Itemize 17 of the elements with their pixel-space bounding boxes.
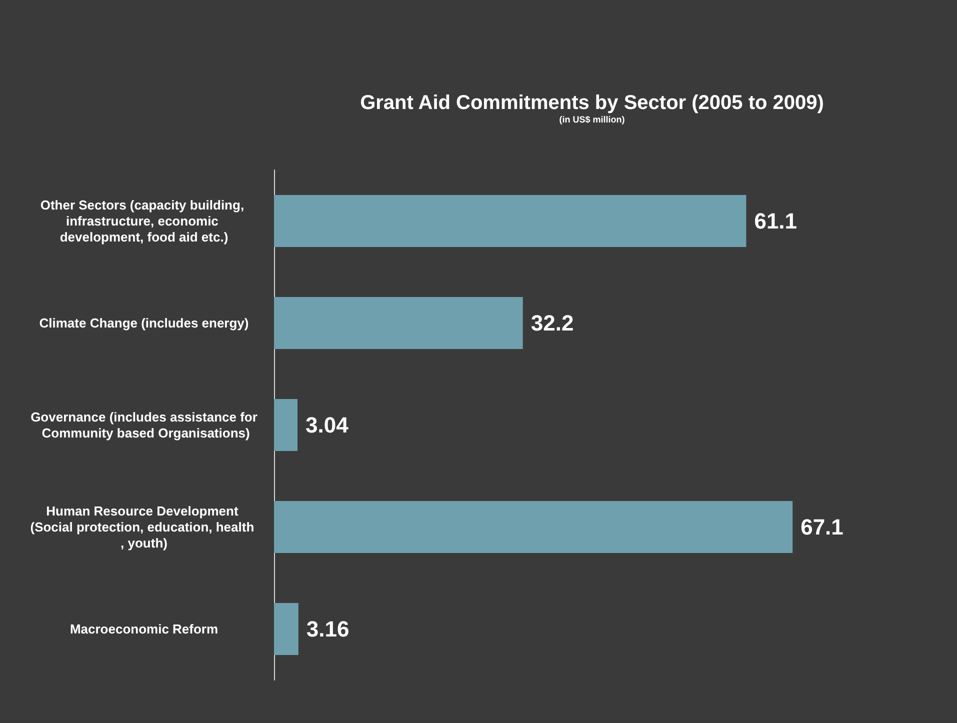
data-label: 3.16 <box>306 616 350 642</box>
data-label: 67.1 <box>800 514 844 540</box>
chart-title: Grant Aid Commitments by Sector (2005 to 2009) <box>360 92 824 114</box>
y-tick-label: Macroeconomic Reform <box>70 622 218 636</box>
chart-subtitle: (in US$ million) <box>559 114 625 124</box>
data-label: 3.04 <box>305 412 350 438</box>
y-tick-label: Human Resource Development (Social protection, education, health , youth) <box>30 504 258 550</box>
y-tick-label: Other Sectors (capacity building, infrastructure, economic development, food aid etc.) <box>40 198 248 244</box>
bar <box>274 399 298 451</box>
bar <box>274 195 746 247</box>
bar <box>274 501 793 553</box>
bar <box>274 297 523 349</box>
y-tick-label: Climate Change (includes energy) <box>39 316 249 330</box>
data-label: 32.2 <box>530 310 574 336</box>
bar <box>274 603 298 655</box>
y-tick-label: Governance (includes assistance for Community based Organisations) <box>30 410 258 440</box>
data-label: 61.1 <box>754 208 798 234</box>
